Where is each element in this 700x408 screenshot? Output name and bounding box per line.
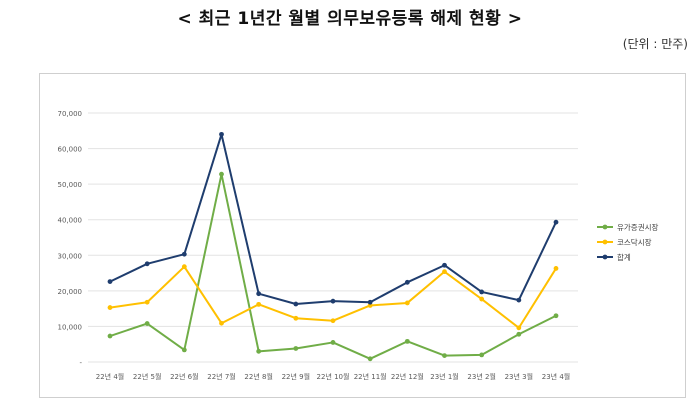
data-point bbox=[219, 320, 224, 326]
data-point bbox=[256, 291, 262, 297]
data-point bbox=[442, 269, 447, 275]
data-point bbox=[367, 299, 373, 305]
data-point bbox=[553, 219, 559, 225]
data-point bbox=[479, 352, 485, 358]
legend-item: 코스닥시장 bbox=[597, 237, 652, 247]
x-tick-label: 22년 4월 bbox=[96, 372, 124, 381]
data-point bbox=[479, 296, 485, 302]
y-tick-label: 30,000 bbox=[58, 252, 83, 260]
data-point bbox=[219, 131, 224, 137]
data-point bbox=[256, 301, 262, 307]
series-1 bbox=[107, 171, 559, 362]
x-tick-label: 23년 2월 bbox=[467, 372, 495, 381]
series-line bbox=[109, 133, 557, 306]
data-point bbox=[553, 313, 559, 319]
data-point bbox=[181, 347, 187, 353]
x-tick-label: 22년 8월 bbox=[244, 372, 272, 381]
y-tick-label: 40,000 bbox=[58, 217, 83, 225]
x-tick-label: 22년 10월 bbox=[317, 372, 350, 381]
data-point bbox=[181, 251, 187, 257]
x-tick-label: 23년 3월 bbox=[505, 372, 533, 381]
legend-label: 코스닥시장 bbox=[617, 237, 652, 247]
data-point bbox=[256, 348, 262, 354]
data-point bbox=[107, 333, 113, 339]
x-tick-label: 22년 7월 bbox=[207, 372, 235, 381]
data-point bbox=[553, 266, 559, 271]
data-point bbox=[516, 331, 522, 337]
legend-label: 합계 bbox=[617, 252, 631, 262]
x-tick-label: 22년 5월 bbox=[133, 372, 161, 381]
x-tick-label: 23년 1월 bbox=[430, 372, 458, 381]
data-point bbox=[144, 299, 150, 305]
data-point bbox=[144, 261, 150, 267]
data-point bbox=[516, 297, 522, 303]
y-tick-label: 20,000 bbox=[58, 288, 83, 296]
x-tick-label: 22년 12월 bbox=[391, 372, 424, 381]
legend-swatch-marker bbox=[602, 239, 608, 245]
data-point bbox=[107, 279, 113, 285]
legend-label: 유가증권시장 bbox=[617, 222, 658, 232]
data-point bbox=[107, 305, 113, 310]
x-tick-label: 22년 6월 bbox=[170, 372, 198, 381]
data-point bbox=[367, 356, 373, 362]
chart-frame bbox=[39, 73, 686, 398]
data-point bbox=[442, 262, 447, 268]
x-tick-label: 23년 4월 bbox=[542, 372, 570, 381]
page-title: < 최근 1년간 월별 의무보유등록 해제 현황 > bbox=[177, 9, 523, 29]
unit-label: (단위 : 만주) bbox=[622, 37, 688, 51]
data-point bbox=[404, 279, 410, 285]
data-point bbox=[293, 346, 299, 351]
data-point bbox=[404, 338, 410, 344]
y-tick-label: 10,000 bbox=[58, 323, 83, 331]
data-point bbox=[330, 298, 336, 304]
y-tick-label: 50,000 bbox=[58, 181, 83, 189]
line-chart: - 10,000 20,000 30,000 40,000 50,000 60,000 70,… bbox=[58, 110, 659, 381]
data-point bbox=[219, 171, 224, 177]
data-point bbox=[144, 321, 150, 326]
y-tick-label: 60,000 bbox=[58, 146, 83, 154]
data-point bbox=[404, 300, 410, 306]
data-point bbox=[293, 301, 299, 307]
series-2 bbox=[107, 264, 559, 331]
data-point bbox=[330, 318, 336, 324]
data-point bbox=[181, 264, 187, 270]
y-tick-label: - bbox=[79, 359, 82, 367]
data-point bbox=[516, 325, 522, 331]
series-3 bbox=[107, 131, 559, 307]
x-tick-label: 22년 9월 bbox=[282, 372, 310, 381]
legend-swatch-marker bbox=[602, 224, 608, 230]
data-point bbox=[479, 289, 485, 295]
legend-item: 유가증권시장 bbox=[597, 222, 658, 232]
data-point bbox=[293, 315, 299, 321]
x-tick-label: 22년 11월 bbox=[354, 372, 387, 381]
y-tick-label: 70,000 bbox=[58, 110, 83, 118]
data-point bbox=[330, 340, 336, 345]
data-point bbox=[442, 353, 447, 358]
legend-item: 합계 bbox=[597, 252, 631, 262]
series-line bbox=[109, 173, 557, 360]
legend-swatch-marker bbox=[602, 254, 608, 260]
